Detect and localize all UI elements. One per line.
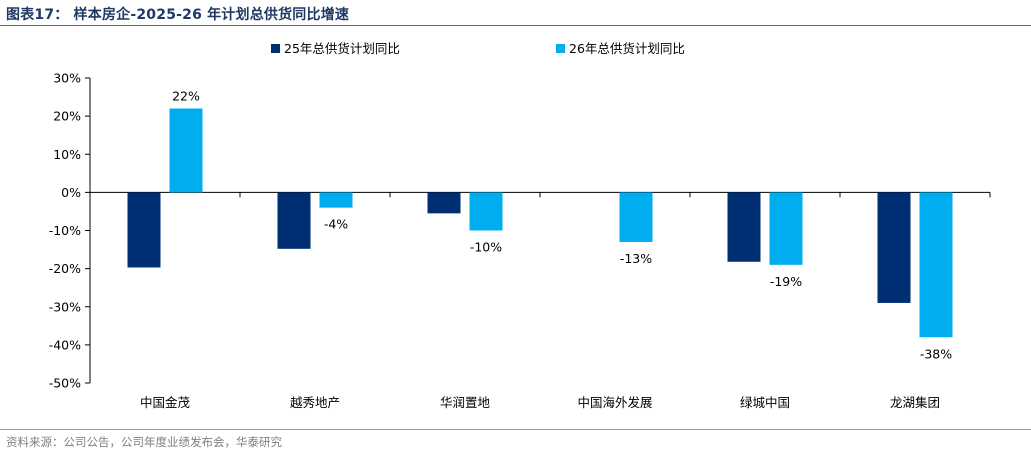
legend-swatch-1 [271, 44, 280, 53]
y-axis: 30% 20% 10% 0% -10% -20% -30% -40% -50% [49, 71, 991, 391]
legend-label-2: 26年总供货计划同比 [569, 41, 685, 56]
y-tick-label: -40% [49, 337, 81, 352]
bar-s2-6 [919, 192, 953, 338]
legend-label-1: 25年总供货计划同比 [284, 41, 400, 56]
data-label-s2-4: -13% [620, 251, 652, 266]
category-label-5: 绿城中国 [740, 395, 790, 410]
y-tick-label: -50% [49, 376, 81, 391]
data-label-s2-2: -4% [324, 217, 348, 232]
category-label-1: 中国金茂 [140, 395, 191, 410]
y-tick-label: 0% [61, 185, 81, 200]
bar-s2-4 [619, 192, 653, 242]
category-label-2: 越秀地产 [290, 395, 340, 410]
y-tick-label: -30% [49, 299, 81, 314]
bar-s2-1 [169, 108, 203, 193]
source-note: 资料来源：公司公告，公司年度业绩发布会，华泰研究 [6, 435, 282, 449]
bar-s1-5 [727, 192, 761, 262]
y-tick-label: 20% [53, 109, 81, 124]
legend-swatch-2 [556, 44, 565, 53]
data-labels: 22% -4% -10% -13% -19% -38% [172, 89, 952, 362]
category-label-4: 中国海外发展 [577, 395, 652, 410]
bar-s2-3 [469, 192, 503, 231]
y-tick-label: -20% [49, 261, 81, 276]
bar-s2-5 [769, 192, 803, 265]
y-tick-label: 10% [53, 147, 81, 162]
footer-divider [0, 429, 1031, 430]
category-label-6: 龙湖集团 [890, 395, 940, 410]
y-tick-label: -10% [49, 223, 81, 238]
data-label-s2-3: -10% [470, 240, 502, 255]
title-bar: 图表17： 样本房企-2025-26 年计划总供货同比增速 [0, 0, 1031, 26]
bar-s1-3 [427, 192, 461, 214]
legend: 25年总供货计划同比 26年总供货计划同比 [271, 41, 685, 56]
data-label-s2-6: -38% [920, 346, 952, 361]
bar-s1-2 [277, 192, 311, 249]
chart-title: 图表17： 样本房企-2025-26 年计划总供货同比增速 [6, 7, 350, 23]
bars [127, 108, 953, 338]
bar-s1-1 [127, 192, 161, 268]
x-axis-categories: 中国金茂 越秀地产 华润置地 中国海外发展 绿城中国 龙湖集团 [140, 395, 940, 410]
data-label-s2-5: -19% [770, 274, 802, 289]
data-label-s2-1: 22% [172, 89, 200, 104]
y-tick-label: 30% [53, 71, 81, 86]
bar-s2-2 [319, 192, 353, 208]
bar-chart: 25年总供货计划同比 26年总供货计划同比 30% 20% 10% 0% -10% -20%… [49, 41, 991, 410]
category-label-3: 华润置地 [440, 395, 491, 410]
bar-s1-6 [877, 192, 911, 303]
